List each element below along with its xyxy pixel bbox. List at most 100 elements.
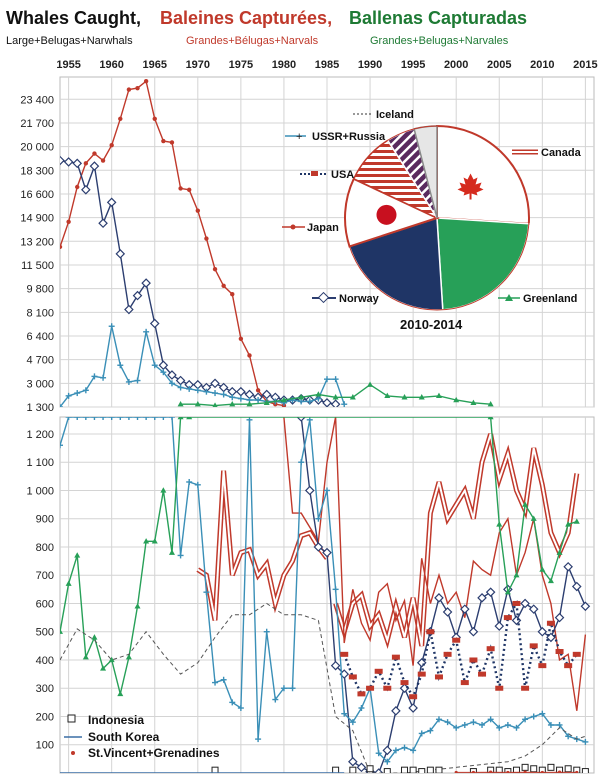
data-point-indonesia bbox=[211, 766, 219, 773]
data-point-greenland bbox=[143, 538, 150, 544]
data-point-usa bbox=[340, 651, 349, 657]
data-point-usa bbox=[366, 685, 375, 691]
data-point-greenland bbox=[556, 549, 563, 555]
data-point-greenland bbox=[280, 396, 287, 403]
data-point-usa bbox=[348, 674, 357, 680]
data-point-ussr-russia bbox=[392, 747, 399, 754]
data-point-greenland bbox=[367, 381, 374, 387]
data-point-usa bbox=[512, 600, 521, 606]
legend-label-south-korea: South Korea bbox=[88, 730, 160, 744]
lower-y-tick-label: 1 200 bbox=[26, 429, 54, 441]
data-point-japan bbox=[238, 336, 244, 341]
data-point-norway bbox=[356, 762, 367, 773]
data-point-ussr-russia bbox=[306, 398, 313, 405]
data-point-norway bbox=[563, 561, 573, 572]
data-point-greenland bbox=[117, 690, 124, 697]
data-point-greenland bbox=[177, 401, 184, 407]
data-point-st-vincent-grenadines bbox=[489, 770, 493, 773]
data-point-greenland bbox=[108, 656, 115, 663]
data-point-greenland bbox=[530, 515, 537, 521]
lower-y-tick-label: 1 100 bbox=[26, 457, 54, 469]
x-tick-label: 1990 bbox=[358, 59, 382, 71]
x-tick-label: 1970 bbox=[186, 59, 210, 71]
x-tick-label: 1965 bbox=[142, 59, 166, 71]
data-point-usa bbox=[374, 668, 383, 674]
data-point-ussr-russia bbox=[160, 417, 167, 420]
lower-y-tick-label: 500 bbox=[36, 627, 54, 639]
data-point-norway bbox=[141, 278, 151, 288]
data-point-norway bbox=[227, 386, 238, 397]
data-point-ussr-russia bbox=[91, 373, 98, 380]
data-point-ussr-russia bbox=[143, 328, 150, 335]
data-point-ussr-russia bbox=[100, 417, 107, 420]
data-point-usa bbox=[503, 615, 512, 621]
series-line-iceland bbox=[60, 602, 586, 773]
lower-series-indonesia bbox=[211, 763, 589, 773]
data-point-ussr-russia bbox=[384, 758, 391, 765]
upper-y-tick-label: 1 300 bbox=[26, 402, 54, 414]
data-point-indonesia bbox=[435, 766, 443, 773]
legend-marker-st-vincent bbox=[71, 751, 75, 755]
data-point-ussr-russia bbox=[194, 387, 201, 394]
data-point-japan bbox=[100, 158, 106, 163]
data-point-ussr-russia bbox=[453, 724, 460, 731]
data-point-norway bbox=[494, 621, 505, 631]
data-point-ussr-russia bbox=[91, 417, 98, 420]
svg-text:Norway: Norway bbox=[339, 293, 380, 305]
data-point-ussr-russia bbox=[229, 699, 236, 706]
data-point-greenland bbox=[100, 665, 107, 671]
data-point-greenland bbox=[229, 401, 236, 407]
data-point-norway bbox=[459, 604, 470, 614]
data-point-japan bbox=[255, 388, 261, 393]
data-point-norway bbox=[270, 392, 281, 403]
data-point-ussr-russia bbox=[134, 377, 141, 384]
data-point-ussr-russia bbox=[82, 387, 89, 394]
data-point-usa bbox=[555, 649, 564, 655]
data-point-japan bbox=[60, 244, 63, 250]
data-point-indonesia bbox=[332, 766, 340, 773]
data-point-ussr-russia bbox=[324, 487, 330, 494]
upper-y-tick-label: 4 700 bbox=[26, 355, 54, 367]
data-point-greenland bbox=[573, 518, 580, 524]
data-point-norway bbox=[106, 197, 117, 208]
lower-series-greenland bbox=[60, 417, 580, 697]
data-point-norway bbox=[244, 389, 255, 400]
data-point-norway bbox=[477, 593, 487, 603]
data-point-ussr-russia bbox=[237, 705, 244, 712]
data-point-ussr-russia bbox=[332, 376, 339, 383]
data-point-usa bbox=[452, 637, 461, 643]
svg-text:Greenland: Greenland bbox=[523, 293, 577, 305]
data-point-japan bbox=[143, 78, 149, 84]
lower-y-tick-label: 100 bbox=[36, 740, 54, 752]
svg-text:Canada: Canada bbox=[541, 147, 582, 159]
data-point-ussr-russia bbox=[298, 459, 305, 466]
pie-chart-2010-2014 bbox=[344, 124, 530, 311]
data-point-ussr-russia bbox=[255, 736, 262, 743]
data-point-norway bbox=[391, 706, 401, 716]
data-point-ussr-russia bbox=[358, 705, 365, 712]
upper-y-tick-label: 20 000 bbox=[20, 142, 54, 154]
lower-y-tick-label: 700 bbox=[36, 570, 54, 582]
data-point-norway bbox=[442, 607, 453, 617]
data-point-ussr-russia bbox=[186, 478, 193, 485]
data-point-st-vincent-grenadines bbox=[506, 770, 510, 773]
data-point-indonesia bbox=[556, 766, 564, 773]
data-point-greenland bbox=[487, 417, 494, 420]
data-point-greenland bbox=[401, 394, 408, 400]
data-point-japan bbox=[212, 266, 218, 272]
data-point-indonesia bbox=[495, 766, 503, 773]
data-point-norway bbox=[382, 745, 393, 756]
pie-label-norway: Norway bbox=[312, 291, 380, 305]
data-point-ussr-russia bbox=[74, 417, 81, 420]
data-point-japan bbox=[126, 87, 132, 92]
data-point-ussr-russia bbox=[220, 676, 227, 683]
data-point-ussr-russia bbox=[65, 392, 72, 399]
data-point-indonesia bbox=[487, 766, 495, 773]
data-point-norway bbox=[72, 158, 83, 169]
data-point-norway bbox=[580, 601, 591, 612]
data-point-norway bbox=[468, 626, 479, 637]
data-point-ussr-russia bbox=[246, 417, 253, 423]
upper-y-tick-label: 13 200 bbox=[20, 236, 54, 248]
data-point-greenland bbox=[522, 501, 529, 507]
data-point-indonesia bbox=[366, 765, 374, 773]
